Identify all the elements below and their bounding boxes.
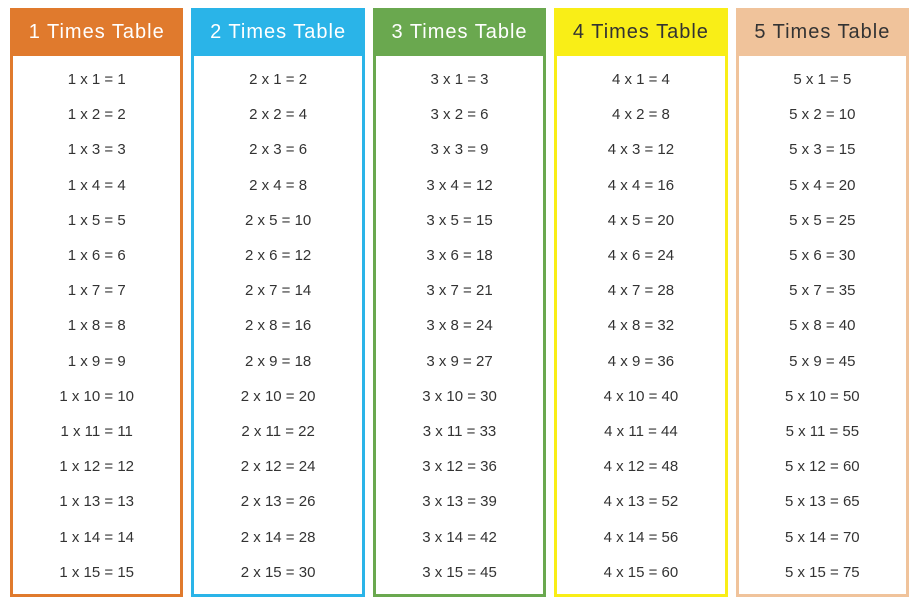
table-row: 5 x 10 = 50 — [739, 389, 906, 404]
table-row: 3 x 4 = 12 — [376, 178, 543, 193]
table-body: 3 x 1 = 3 3 x 2 = 6 3 x 3 = 9 3 x 4 = 12… — [376, 56, 543, 594]
table-row: 1 x 1 = 1 — [13, 72, 180, 87]
table-row: 2 x 5 = 10 — [194, 213, 361, 228]
table-row: 2 x 9 = 18 — [194, 354, 361, 369]
table-row: 1 x 9 = 9 — [13, 354, 180, 369]
table-row: 4 x 12 = 48 — [557, 459, 724, 474]
table-row: 1 x 14 = 14 — [13, 530, 180, 545]
table-row: 1 x 13 = 13 — [13, 494, 180, 509]
table-row: 2 x 15 = 30 — [194, 565, 361, 580]
times-table-2: 2 Times Table 2 x 1 = 2 2 x 2 = 4 2 x 3 … — [191, 8, 364, 597]
table-row: 3 x 8 = 24 — [376, 318, 543, 333]
times-table-1: 1 Times Table 1 x 1 = 1 1 x 2 = 2 1 x 3 … — [10, 8, 183, 597]
table-row: 4 x 6 = 24 — [557, 248, 724, 263]
table-row: 5 x 2 = 10 — [739, 107, 906, 122]
table-row: 2 x 4 = 8 — [194, 178, 361, 193]
times-table-5: 5 Times Table 5 x 1 = 5 5 x 2 = 10 5 x 3… — [736, 8, 909, 597]
table-row: 2 x 8 = 16 — [194, 318, 361, 333]
table-row: 5 x 12 = 60 — [739, 459, 906, 474]
table-row: 3 x 10 = 30 — [376, 389, 543, 404]
table-row: 2 x 14 = 28 — [194, 530, 361, 545]
table-row: 3 x 2 = 6 — [376, 107, 543, 122]
table-row: 1 x 3 = 3 — [13, 142, 180, 157]
table-row: 5 x 15 = 75 — [739, 565, 906, 580]
table-row: 4 x 8 = 32 — [557, 318, 724, 333]
table-row: 5 x 9 = 45 — [739, 354, 906, 369]
table-row: 1 x 5 = 5 — [13, 213, 180, 228]
table-row: 5 x 4 = 20 — [739, 178, 906, 193]
table-row: 1 x 15 = 15 — [13, 565, 180, 580]
table-header: 5 Times Table — [739, 11, 906, 56]
table-row: 1 x 4 = 4 — [13, 178, 180, 193]
table-row: 2 x 6 = 12 — [194, 248, 361, 263]
table-row: 2 x 13 = 26 — [194, 494, 361, 509]
table-row: 4 x 13 = 52 — [557, 494, 724, 509]
table-row: 1 x 2 = 2 — [13, 107, 180, 122]
times-tables-container: 1 Times Table 1 x 1 = 1 1 x 2 = 2 1 x 3 … — [10, 8, 909, 597]
table-row: 5 x 11 = 55 — [739, 424, 906, 439]
table-body: 1 x 1 = 1 1 x 2 = 2 1 x 3 = 3 1 x 4 = 4 … — [13, 56, 180, 594]
table-row: 4 x 2 = 8 — [557, 107, 724, 122]
table-row: 1 x 8 = 8 — [13, 318, 180, 333]
table-row: 3 x 15 = 45 — [376, 565, 543, 580]
table-row: 4 x 3 = 12 — [557, 142, 724, 157]
table-row: 4 x 11 = 44 — [557, 424, 724, 439]
table-row: 2 x 11 = 22 — [194, 424, 361, 439]
table-body: 2 x 1 = 2 2 x 2 = 4 2 x 3 = 6 2 x 4 = 8 … — [194, 56, 361, 594]
table-body: 4 x 1 = 4 4 x 2 = 8 4 x 3 = 12 4 x 4 = 1… — [557, 56, 724, 594]
table-row: 1 x 7 = 7 — [13, 283, 180, 298]
table-row: 4 x 5 = 20 — [557, 213, 724, 228]
table-row: 1 x 12 = 12 — [13, 459, 180, 474]
table-row: 4 x 4 = 16 — [557, 178, 724, 193]
table-row: 4 x 9 = 36 — [557, 354, 724, 369]
table-row: 3 x 7 = 21 — [376, 283, 543, 298]
table-row: 2 x 1 = 2 — [194, 72, 361, 87]
table-row: 1 x 6 = 6 — [13, 248, 180, 263]
table-row: 4 x 15 = 60 — [557, 565, 724, 580]
table-row: 4 x 14 = 56 — [557, 530, 724, 545]
table-row: 3 x 12 = 36 — [376, 459, 543, 474]
table-row: 2 x 7 = 14 — [194, 283, 361, 298]
table-row: 3 x 14 = 42 — [376, 530, 543, 545]
table-row: 3 x 13 = 39 — [376, 494, 543, 509]
table-row: 3 x 11 = 33 — [376, 424, 543, 439]
table-row: 5 x 1 = 5 — [739, 72, 906, 87]
table-row: 3 x 9 = 27 — [376, 354, 543, 369]
table-row: 2 x 2 = 4 — [194, 107, 361, 122]
table-row: 4 x 10 = 40 — [557, 389, 724, 404]
table-row: 5 x 13 = 65 — [739, 494, 906, 509]
table-row: 5 x 3 = 15 — [739, 142, 906, 157]
table-row: 3 x 3 = 9 — [376, 142, 543, 157]
times-table-3: 3 Times Table 3 x 1 = 3 3 x 2 = 6 3 x 3 … — [373, 8, 546, 597]
table-row: 3 x 6 = 18 — [376, 248, 543, 263]
table-row: 3 x 5 = 15 — [376, 213, 543, 228]
table-row: 2 x 10 = 20 — [194, 389, 361, 404]
table-row: 5 x 5 = 25 — [739, 213, 906, 228]
table-header: 4 Times Table — [557, 11, 724, 56]
table-row: 5 x 7 = 35 — [739, 283, 906, 298]
table-row: 2 x 3 = 6 — [194, 142, 361, 157]
table-header: 3 Times Table — [376, 11, 543, 56]
table-header: 1 Times Table — [13, 11, 180, 56]
table-row: 5 x 6 = 30 — [739, 248, 906, 263]
table-row: 1 x 11 = 11 — [13, 424, 180, 439]
table-row: 5 x 8 = 40 — [739, 318, 906, 333]
table-row: 1 x 10 = 10 — [13, 389, 180, 404]
table-row: 4 x 1 = 4 — [557, 72, 724, 87]
table-body: 5 x 1 = 5 5 x 2 = 10 5 x 3 = 15 5 x 4 = … — [739, 56, 906, 594]
table-row: 5 x 14 = 70 — [739, 530, 906, 545]
table-row: 3 x 1 = 3 — [376, 72, 543, 87]
table-row: 2 x 12 = 24 — [194, 459, 361, 474]
table-row: 4 x 7 = 28 — [557, 283, 724, 298]
times-table-4: 4 Times Table 4 x 1 = 4 4 x 2 = 8 4 x 3 … — [554, 8, 727, 597]
table-header: 2 Times Table — [194, 11, 361, 56]
